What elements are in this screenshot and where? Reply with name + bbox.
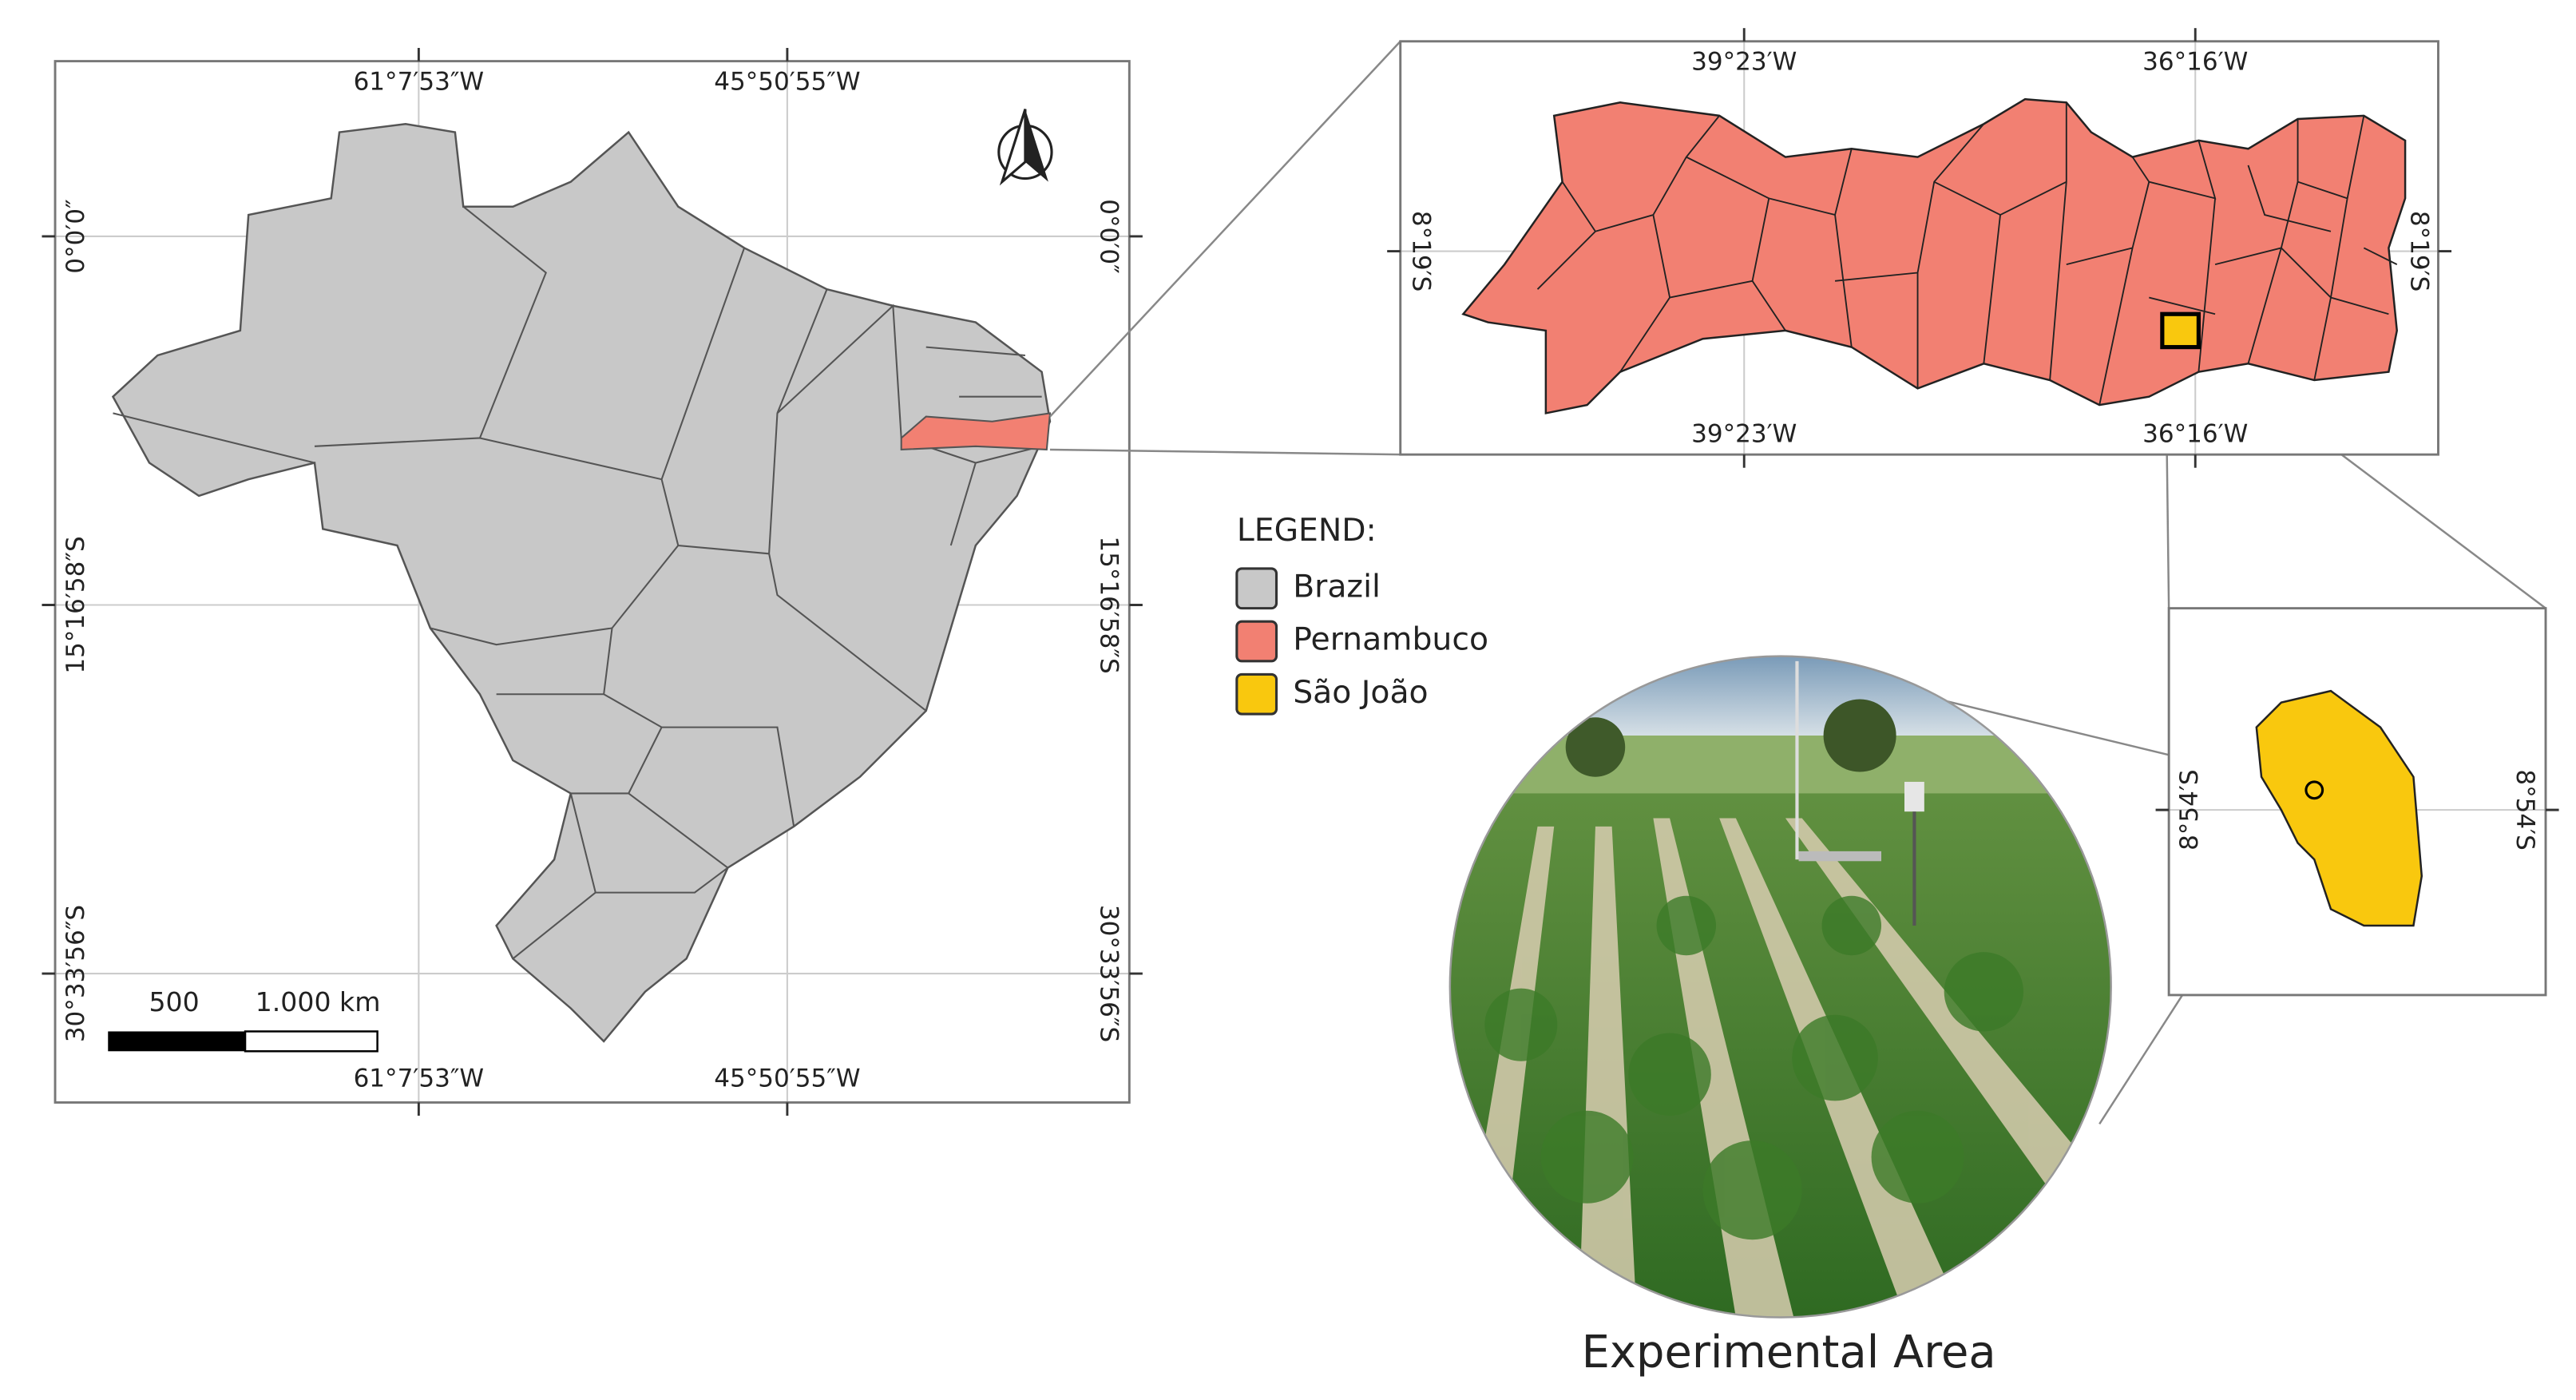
longitude-label: 39°23′W [1691,419,1797,448]
latitude-label: 30°33′56″S [61,905,90,1042]
longitude-label: 45°50′55″W [714,1064,860,1093]
connector [1049,448,1401,456]
longitude-label: 61°7′53″W [354,1064,485,1093]
latitude-label: 0°0′0″ [1094,199,1123,273]
latitude-label: 8°54′S [2175,769,2204,851]
latitude-label: 8°19′S [2405,211,2434,292]
longitude-label: 45°50′55″W [714,67,860,96]
longitude-label: 61°7′53″W [354,67,485,96]
latitude-label: 15°16′58″S [1094,536,1123,673]
longitude-label: 36°16′W [2142,419,2248,448]
pernambuco-map: 39°23′W 36°16′W 39°23′W 36°16′W 8°19′S 8… [1387,28,2452,468]
brazil-map: 61°7′53″W 45°50′55″W 61°7′53″W 45°50′55″… [42,48,1143,1116]
scale-label: 1.000 km [256,986,381,1017]
field-photo [1449,656,2111,1318]
scale-bar: 500 1.000 km [108,986,381,1053]
map-frame [54,60,1131,1104]
legend-label: Pernambuco [1293,622,1488,658]
latitude-label: 8°19′S [1407,211,1436,292]
legend-label: Brazil [1293,569,1381,605]
sao-joao-shape [2255,689,2423,927]
map-frame [2167,607,2547,997]
legend-swatch [1235,620,1278,663]
longitude-label: 39°23′W [1691,48,1797,77]
brazil-shape [111,122,1052,1043]
latitude-label: 15°16′58″S [61,536,90,673]
legend-label: São João [1293,675,1428,711]
site-marker [2305,780,2324,800]
latitude-label: 30°33′56″S [1094,905,1123,1042]
scale-segment [244,1030,378,1053]
photo-caption: Experimental Area [1582,1327,1996,1378]
latitude-label: 0°0′0″ [61,199,90,273]
map-frame [1399,40,2439,456]
sao-joao-map: 8°54′S 8°54′S [2155,607,2559,997]
scale-segment [108,1031,246,1052]
state-borders [113,205,1042,960]
ticks [42,48,1143,1116]
legend-swatch [1235,672,1278,716]
municipal-borders [1536,102,2398,406]
legend: LEGEND: Brazil Pernambuco São João [1235,513,1488,716]
scale-label: 500 [149,986,199,1017]
longitude-label: 36°16′W [2142,48,2248,77]
photo-border [1449,655,2112,1319]
legend-swatch [1235,567,1278,610]
latitude-label: 8°54′S [2511,769,2539,851]
pernambuco-highlight [900,412,1052,451]
legend-title: LEGEND: [1237,513,1377,549]
connector [1049,40,1401,418]
sao-joao-highlight [2160,311,2201,350]
